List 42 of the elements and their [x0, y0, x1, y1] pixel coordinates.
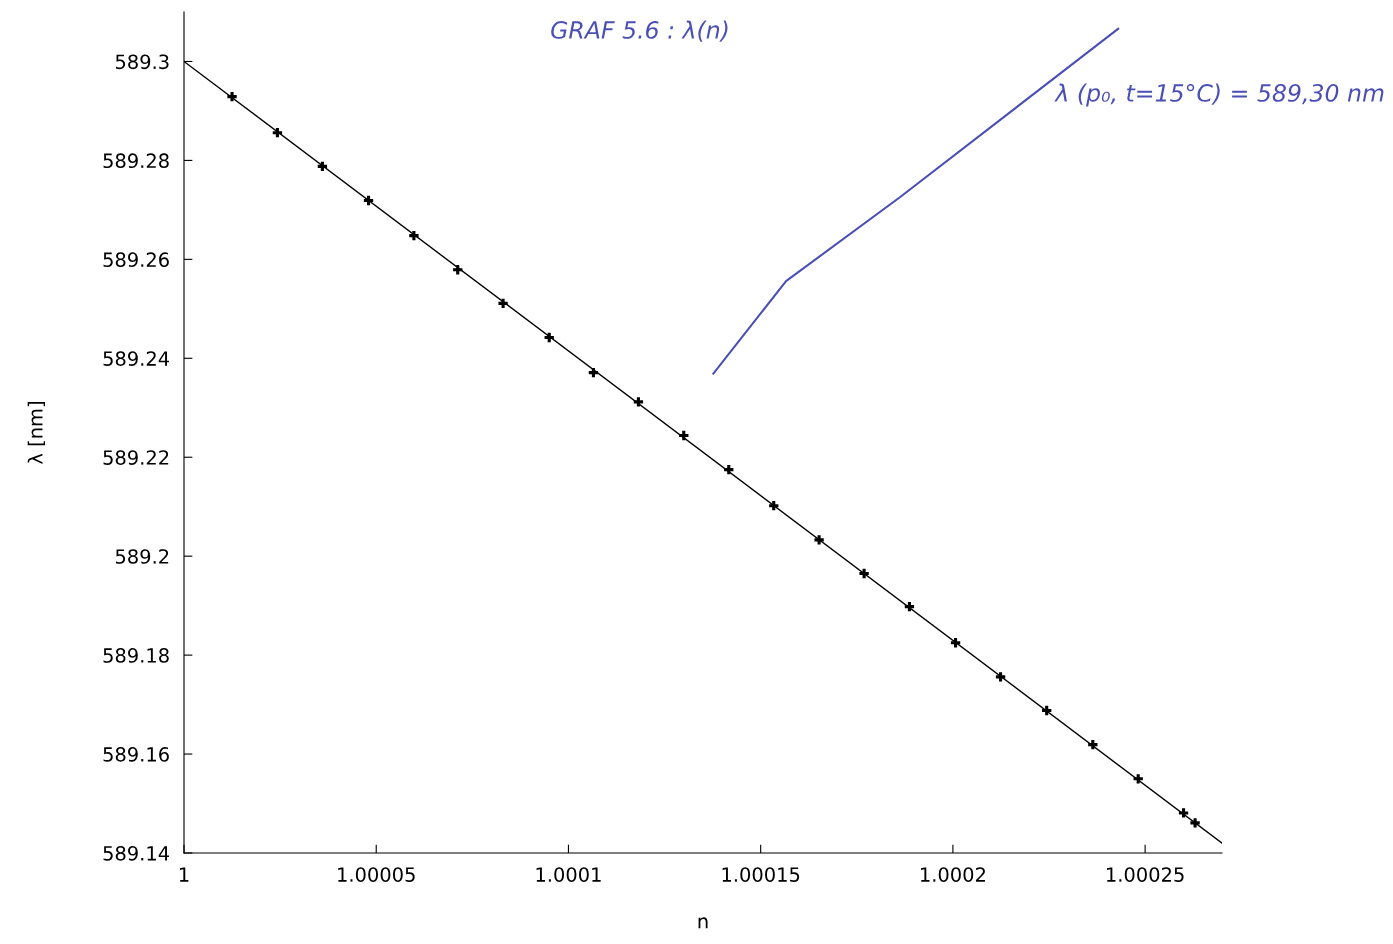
y-tick-label: 589.16 [103, 747, 169, 762]
point [409, 230, 419, 241]
y-tick-label: 589.26 [103, 252, 169, 268]
point [1178, 808, 1189, 818]
point [904, 601, 915, 612]
y-axis-title: λ [nm] [27, 402, 46, 464]
point [1088, 740, 1098, 750]
x-tick-label: 1.0001 [536, 867, 601, 882]
point [588, 367, 599, 378]
point [950, 638, 961, 648]
point [1190, 818, 1200, 828]
point [679, 430, 689, 441]
y-tick-label: 589.18 [103, 648, 169, 663]
x-tick-label: 1.00025 [1107, 867, 1184, 882]
point [317, 161, 328, 172]
point [633, 397, 644, 407]
point [544, 332, 554, 343]
point [814, 535, 824, 545]
point [1133, 774, 1143, 784]
y-tick-label: 589.14 [103, 845, 170, 861]
x-axis-title: n [698, 917, 708, 929]
point [272, 128, 283, 138]
point [363, 195, 374, 206]
annotation: λ (p₀, t=15°C) = 589,30 nm [1054, 83, 1384, 107]
point [1042, 705, 1052, 716]
y-tick-label: 589.22 [103, 450, 169, 465]
point [724, 464, 734, 475]
x-tick-label: 1.00005 [338, 867, 415, 882]
point [227, 91, 237, 102]
x-tick-label: 1 [179, 867, 189, 882]
point [453, 265, 463, 275]
point [859, 568, 869, 579]
point [995, 672, 1006, 682]
y-tick-label: 589.3 [115, 54, 169, 70]
point [769, 501, 779, 511]
annotation: GRAF 5.6 : λ(n) [551, 20, 728, 42]
y-tick-label: 589.2 [115, 549, 169, 564]
x-tick-label: 1.0002 [921, 867, 985, 882]
y-tick-label: 589.24 [103, 351, 170, 366]
x-tick-label: 1.00015 [722, 867, 800, 882]
y-tick-label: 589.28 [103, 153, 169, 169]
point [498, 298, 508, 309]
